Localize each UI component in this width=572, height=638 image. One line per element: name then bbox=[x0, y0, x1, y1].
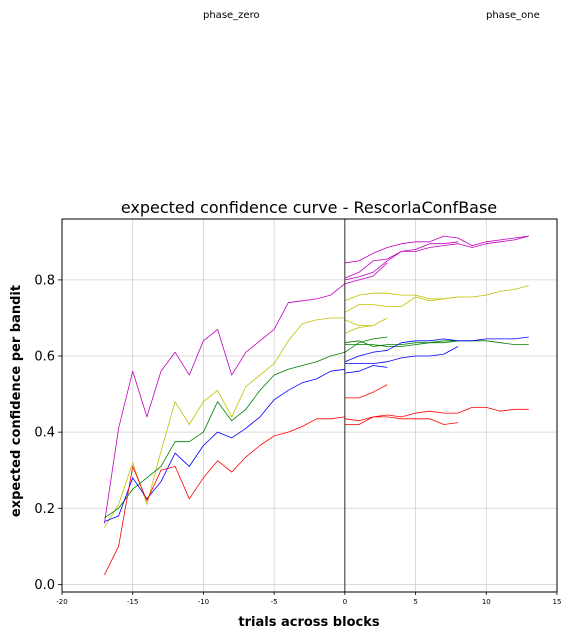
series-line-blue-17 bbox=[344, 346, 459, 365]
x-tick-label: 0 bbox=[343, 598, 347, 606]
series-line-blue-18 bbox=[344, 365, 388, 374]
series-line-yellow-10 bbox=[344, 296, 459, 313]
chart-title: expected confidence curve - RescorlaConf… bbox=[121, 198, 497, 217]
series-line-red-19 bbox=[344, 406, 529, 422]
y-tick-label: 0.0 bbox=[34, 578, 55, 593]
series-line-yellow-9 bbox=[344, 285, 529, 302]
series-line-red-20 bbox=[344, 416, 459, 425]
x-axis-label: trials across blocks bbox=[238, 615, 379, 630]
series-line-magenta-0 bbox=[104, 283, 346, 524]
series-line-magenta-8 bbox=[344, 262, 388, 285]
grid bbox=[61, 219, 558, 592]
series-line-yellow-1 bbox=[104, 317, 345, 528]
phase-one-label: phase_one bbox=[486, 10, 540, 21]
plot-frame bbox=[61, 218, 558, 593]
series-line-green-14 bbox=[344, 340, 458, 347]
x-tick-label: -15 bbox=[127, 598, 138, 606]
series-line-yellow-12 bbox=[344, 325, 374, 334]
series-line-red-21 bbox=[344, 384, 388, 399]
y-ticks: 0.0 0.2 0.4 0.6 0.8 bbox=[34, 273, 62, 593]
series-line-magenta-5 bbox=[344, 235, 529, 264]
series-lines bbox=[104, 235, 529, 576]
x-tick-label: -5 bbox=[271, 598, 278, 606]
x-tick-label: 15 bbox=[553, 598, 562, 606]
phase-zero-label: phase_zero bbox=[203, 10, 260, 21]
y-tick-label: 0.6 bbox=[34, 350, 55, 365]
series-line-green-15 bbox=[344, 336, 388, 353]
series-line-magenta-6 bbox=[344, 235, 529, 279]
x-ticks: -20 -15 -10 -5 0 5 10 15 bbox=[56, 592, 561, 606]
y-tick-label: 0.4 bbox=[34, 426, 55, 441]
y-tick-label: 0.8 bbox=[34, 273, 55, 288]
series-line-yellow-11 bbox=[344, 317, 388, 327]
series-line-magenta-7 bbox=[344, 241, 459, 281]
series-line-red-4 bbox=[104, 416, 345, 576]
series-line-green-13 bbox=[344, 340, 529, 347]
x-tick-label: 10 bbox=[482, 598, 491, 606]
series-line-blue-3 bbox=[104, 368, 345, 522]
series-line-green-2 bbox=[104, 351, 346, 519]
x-tick-label: -20 bbox=[56, 598, 67, 606]
y-tick-label: 0.2 bbox=[34, 502, 55, 517]
x-tick-label: 5 bbox=[413, 598, 417, 606]
series-line-blue-16 bbox=[344, 336, 529, 363]
y-axis-label: expected confidence per bandit bbox=[9, 285, 24, 517]
x-tick-label: -10 bbox=[198, 598, 209, 606]
